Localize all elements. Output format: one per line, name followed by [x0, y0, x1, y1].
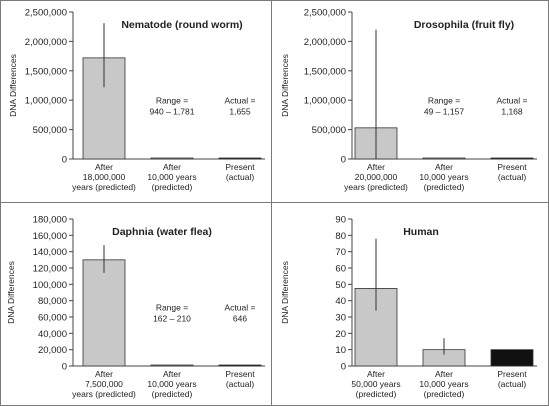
y-axis-label: DNA Differences	[8, 54, 18, 117]
annotation-text: 1,168	[501, 107, 523, 117]
y-tick-label: 10	[335, 345, 346, 356]
annotation-text: Range =	[428, 96, 460, 106]
category-label: (predicted)	[152, 182, 193, 192]
chart-title: Drosophila (fruit fly)	[414, 19, 514, 31]
annotation-text: 646	[233, 314, 247, 324]
y-tick-label: 70	[335, 247, 346, 258]
category-label: 10,000 years	[419, 379, 468, 389]
bar-1	[422, 157, 466, 160]
bar-2	[490, 157, 534, 160]
y-tick-label: 90	[335, 215, 346, 226]
category-label: 20,000,000	[355, 172, 398, 182]
bar-2	[218, 157, 262, 160]
category-label: 50,000 years	[351, 379, 400, 389]
chart-nematode: Nematode (round worm) DNA Differences 0 500…	[8, 8, 265, 192]
annotation-text: Actual =	[497, 96, 528, 106]
y-tick-label: 500,000	[312, 125, 346, 136]
y-axis-label: DNA Differences	[6, 261, 16, 324]
chart-title: Human	[403, 226, 439, 238]
y-tick-label: 40,000	[38, 329, 67, 340]
bar-2	[218, 364, 262, 367]
category-label: After	[95, 162, 113, 172]
category-label: 10,000 years	[147, 172, 196, 182]
y-tick-label: 20,000	[38, 345, 67, 356]
category-label: (predicted)	[356, 389, 397, 399]
category-label: After	[435, 369, 453, 379]
category-label: (actual)	[226, 379, 255, 389]
category-label: (predicted)	[424, 389, 465, 399]
category-label: years (predicted)	[72, 389, 136, 399]
y-tick-label: 1,000,000	[304, 96, 346, 107]
category-label: 10,000 years	[147, 379, 196, 389]
y-tick-label: 60	[335, 264, 346, 275]
y-tick-label: 140,000	[33, 247, 67, 258]
y-tick-label: 50	[335, 280, 346, 291]
bar-0	[82, 259, 126, 367]
bar-1	[150, 364, 194, 367]
y-tick-label: 180,000	[33, 215, 67, 226]
category-label: After	[163, 369, 181, 379]
category-label: After	[95, 369, 113, 379]
y-tick-label: 40	[335, 296, 346, 307]
category-label: Present	[497, 369, 527, 379]
category-label: After	[367, 162, 385, 172]
category-label: (actual)	[498, 172, 527, 182]
y-tick-label: 30	[335, 313, 346, 324]
y-tick-label: 0	[341, 362, 346, 373]
y-tick-label: 160,000	[33, 231, 67, 242]
vertical-divider	[271, 0, 272, 406]
y-tick-label: 1,500,000	[304, 66, 346, 77]
chart-daphnia: Daphnia (water flea) DNA Differences 0 20,0…	[6, 215, 265, 399]
annotation-text: 162 – 210	[153, 314, 191, 324]
y-axis-label: DNA Differences	[280, 261, 290, 324]
y-tick-label: 60,000	[38, 313, 67, 324]
chart-drosophila: Drosophila (fruit fly) DNA Differences 0 50…	[280, 8, 537, 192]
y-tick-label: 2,000,000	[25, 37, 67, 48]
category-label: Present	[225, 162, 255, 172]
annotation-text: 940 – 1,781	[150, 107, 195, 117]
category-label: 10,000 years	[419, 172, 468, 182]
y-tick-label: 80	[335, 231, 346, 242]
category-label: (actual)	[498, 379, 527, 389]
y-tick-label: 2,500,000	[25, 8, 67, 19]
annotation-text: Range =	[156, 303, 188, 313]
category-label: 18,000,000	[83, 172, 126, 182]
category-label: (predicted)	[424, 182, 465, 192]
annotation-text: Range =	[156, 96, 188, 106]
annotation-text: Actual =	[225, 303, 256, 313]
y-tick-label: 0	[62, 362, 67, 373]
category-label: (predicted)	[152, 389, 193, 399]
horizontal-divider	[0, 202, 549, 203]
y-tick-label: 20	[335, 329, 346, 340]
category-label: After	[367, 369, 385, 379]
y-tick-label: 120,000	[33, 264, 67, 275]
category-label: After	[163, 162, 181, 172]
chart-title: Daphnia (water flea)	[112, 226, 212, 238]
annotation-text: 49 – 1,157	[424, 107, 464, 117]
category-label: Present	[225, 369, 255, 379]
y-tick-label: 2,500,000	[304, 8, 346, 19]
bar-1	[150, 157, 194, 160]
category-label: 7,500,000	[85, 379, 123, 389]
category-label: Present	[497, 162, 527, 172]
y-tick-label: 100,000	[33, 280, 67, 291]
category-label: After	[435, 162, 453, 172]
category-label: years (predicted)	[72, 182, 136, 192]
chart-title: Nematode (round worm)	[121, 19, 242, 31]
y-tick-label: 2,000,000	[304, 37, 346, 48]
y-tick-label: 80,000	[38, 296, 67, 307]
y-tick-label: 1,500,000	[25, 66, 67, 77]
chart-human: Human DNA Differences 0 10 20 30 40 50 60 70 80 90 A…	[280, 215, 537, 399]
annotation-text: 1,655	[229, 107, 251, 117]
y-tick-label: 0	[341, 155, 346, 166]
y-tick-label: 1,000,000	[25, 96, 67, 107]
y-tick-label: 0	[62, 155, 67, 166]
y-tick-label: 500,000	[33, 125, 67, 136]
category-label: (actual)	[226, 172, 255, 182]
annotation-text: Actual =	[225, 96, 256, 106]
category-label: years (predicted)	[344, 182, 408, 192]
y-axis-label: DNA Differences	[280, 54, 290, 117]
bar-2	[490, 349, 534, 367]
